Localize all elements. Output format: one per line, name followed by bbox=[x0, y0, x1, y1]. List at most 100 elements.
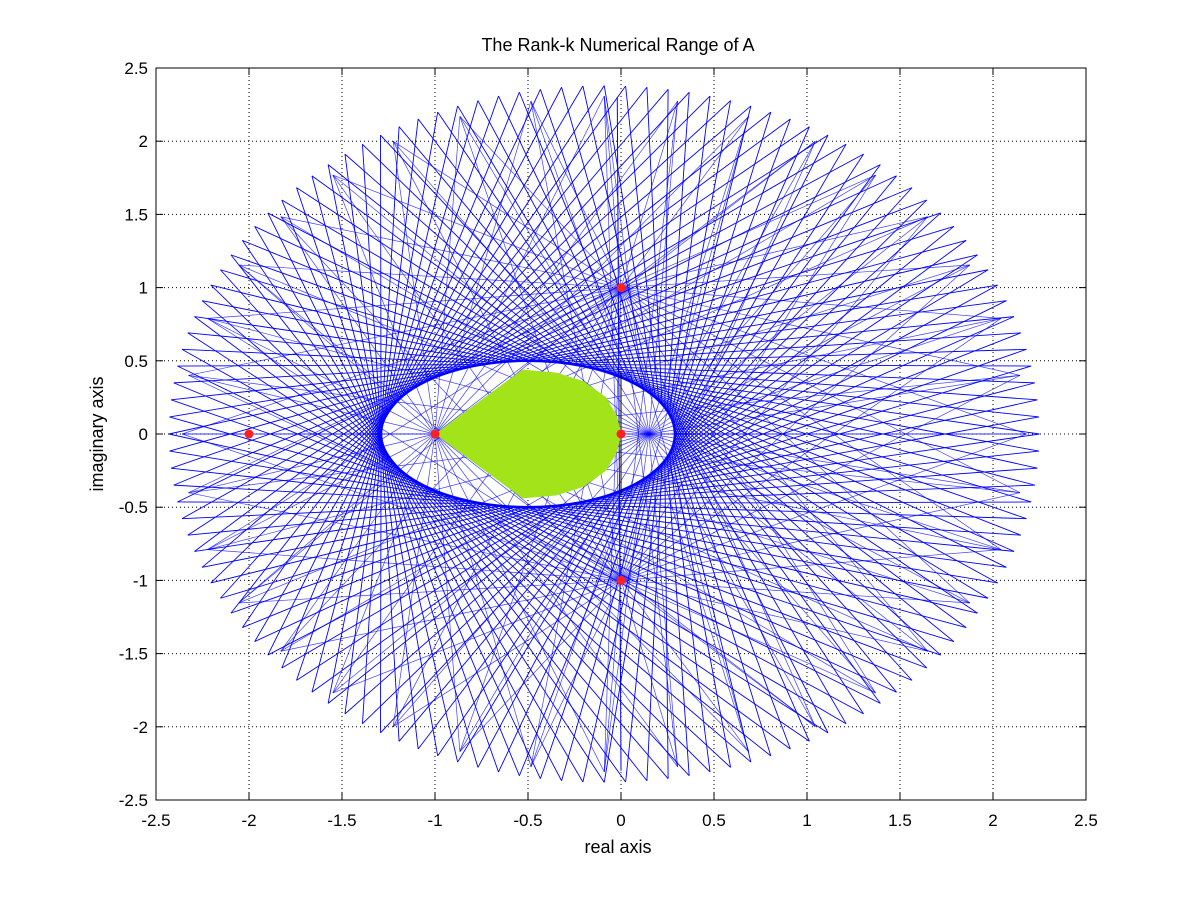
hub-line bbox=[648, 374, 1021, 435]
y-axis-label: imaginary axis bbox=[87, 376, 107, 491]
tangent-line bbox=[390, 460, 541, 779]
tangent-line bbox=[168, 370, 455, 435]
tangent-line bbox=[437, 491, 619, 757]
hub-line bbox=[620, 374, 1021, 581]
hub-line bbox=[207, 549, 622, 581]
hub-line bbox=[207, 287, 622, 550]
tangent-line bbox=[421, 484, 711, 773]
hub-line bbox=[207, 318, 622, 581]
tangent-line bbox=[582, 85, 653, 395]
hub-line bbox=[648, 433, 1002, 550]
tangent-line bbox=[344, 154, 383, 443]
tangent-line bbox=[672, 164, 881, 447]
hub-line bbox=[530, 101, 622, 288]
tangent-line bbox=[477, 100, 630, 381]
hub-line bbox=[181, 433, 622, 581]
tangent-line bbox=[539, 284, 998, 362]
tangent-line bbox=[634, 332, 1021, 485]
tangent-line bbox=[281, 411, 389, 669]
hub-line bbox=[238, 264, 622, 288]
hub-line bbox=[648, 433, 678, 767]
tangent-line bbox=[169, 371, 449, 452]
tangent-line bbox=[267, 505, 553, 656]
hub-line bbox=[620, 264, 970, 288]
tangent-line bbox=[644, 388, 1007, 568]
hub-line bbox=[392, 580, 622, 727]
tangent-line bbox=[267, 212, 553, 363]
tangent-line bbox=[639, 316, 1015, 482]
rank-k-numerical-range bbox=[435, 369, 621, 499]
hub-line bbox=[648, 433, 971, 604]
hub-line bbox=[603, 433, 650, 773]
tangent-line bbox=[407, 86, 648, 392]
hub-line bbox=[530, 433, 650, 767]
hub-line bbox=[620, 287, 971, 604]
y-tick-label: 0.5 bbox=[124, 352, 148, 371]
tangent-line bbox=[281, 199, 560, 363]
hub-line bbox=[620, 287, 1021, 376]
tangent-line bbox=[613, 399, 1038, 495]
tangent-line bbox=[327, 502, 581, 704]
inner-envelope bbox=[379, 359, 677, 509]
tangent-line bbox=[525, 506, 978, 614]
tangent-line bbox=[489, 504, 913, 681]
hub-line bbox=[434, 433, 678, 768]
hub-line bbox=[207, 287, 622, 319]
hub-line bbox=[648, 433, 749, 752]
tangent-line bbox=[517, 239, 967, 362]
tangent-line bbox=[625, 467, 660, 783]
tangent-line bbox=[574, 364, 1032, 367]
tangent-line bbox=[456, 497, 829, 734]
tangent-line bbox=[574, 501, 1032, 504]
tangent-line bbox=[384, 450, 479, 768]
y-tick-label: -1.5 bbox=[119, 645, 148, 664]
hub-line bbox=[238, 287, 622, 604]
hub-line bbox=[207, 318, 436, 435]
tangent-line bbox=[668, 453, 711, 773]
tangent-line bbox=[634, 383, 1021, 536]
tangent-line bbox=[177, 365, 432, 490]
hub-line bbox=[620, 433, 1027, 581]
hub-line bbox=[280, 216, 622, 581]
hub-line bbox=[434, 433, 532, 767]
tangent-line bbox=[517, 506, 967, 629]
tangent-line bbox=[182, 348, 489, 365]
tangent-line bbox=[194, 316, 417, 482]
tangent-line bbox=[652, 269, 989, 474]
hub-line bbox=[603, 580, 622, 773]
tangent-line bbox=[482, 175, 897, 365]
hub-line bbox=[238, 264, 622, 581]
tangent-line bbox=[607, 416, 1040, 497]
hub-line bbox=[392, 433, 650, 727]
tangent-line bbox=[625, 85, 660, 401]
hub-line bbox=[238, 433, 436, 604]
tangent-line bbox=[644, 300, 1007, 480]
hub-line bbox=[434, 433, 749, 752]
x-tick-label: 0.5 bbox=[702, 811, 726, 830]
hub-line bbox=[603, 287, 622, 772]
hub-line bbox=[620, 264, 971, 581]
x-tick-label: 2.5 bbox=[1074, 811, 1098, 830]
tangent-line bbox=[437, 111, 619, 377]
tangent-line bbox=[194, 316, 503, 363]
hub-line bbox=[188, 287, 622, 494]
tangent-line bbox=[672, 105, 752, 422]
hub-line bbox=[280, 287, 622, 652]
hub-line bbox=[603, 96, 622, 581]
hub-line bbox=[620, 287, 678, 767]
tangent-line bbox=[665, 212, 942, 461]
hub-line bbox=[648, 433, 928, 652]
tangent-line bbox=[281, 199, 389, 457]
hub-line bbox=[332, 174, 622, 288]
tangent-line bbox=[496, 199, 927, 363]
tangent-line bbox=[220, 269, 524, 362]
tangent-line bbox=[437, 491, 772, 757]
tangent-line bbox=[560, 504, 1021, 536]
hub-line bbox=[620, 287, 1002, 319]
hub-line bbox=[620, 580, 928, 652]
hub-line bbox=[648, 433, 876, 694]
tangent-line bbox=[386, 95, 499, 415]
tangent-line bbox=[674, 126, 810, 432]
tangent-line bbox=[674, 428, 847, 724]
tangent-line bbox=[498, 95, 635, 384]
